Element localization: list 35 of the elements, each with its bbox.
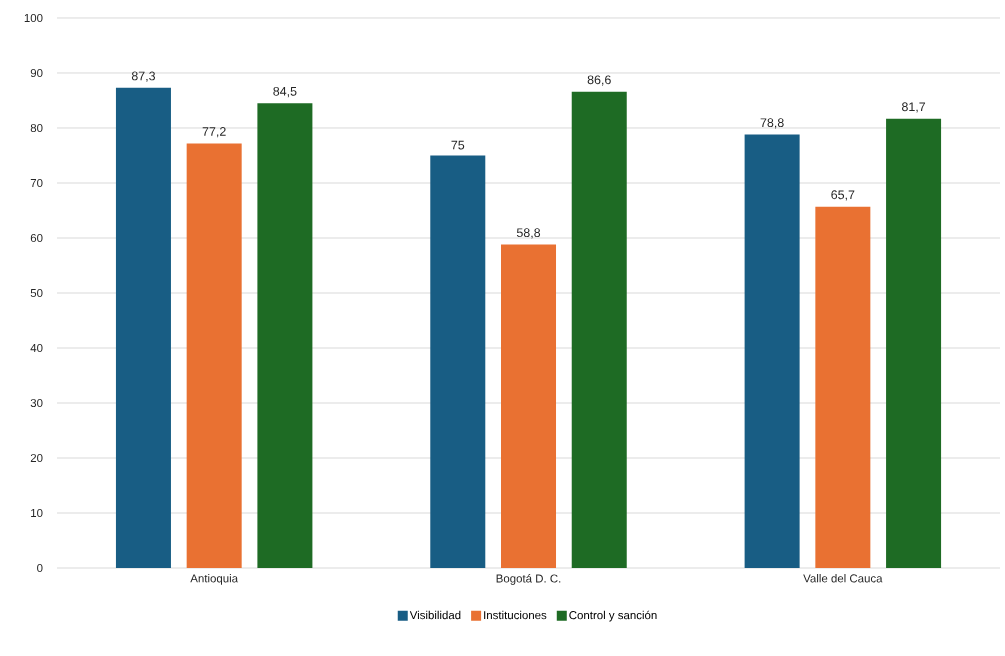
y-tick-label: 0 (37, 563, 43, 573)
y-tick-label: 70 (30, 178, 43, 188)
data-label: 58,8 (516, 228, 541, 239)
y-tick-label: 20 (30, 453, 43, 463)
x-tick-label: Valle del Cauca (803, 574, 883, 583)
bar (744, 134, 800, 568)
y-tick-label: 50 (30, 288, 43, 298)
bar (430, 155, 486, 568)
y-tick-label: 40 (30, 343, 43, 353)
y-tick-label: 30 (30, 398, 43, 408)
data-label: 65,7 (831, 190, 855, 201)
y-tick-label: 90 (30, 68, 43, 78)
bar (815, 206, 871, 568)
data-label: 78,8 (760, 118, 784, 129)
bar (186, 143, 242, 568)
bar (886, 118, 942, 568)
bar (571, 91, 627, 568)
data-label: 87,3 (131, 71, 156, 82)
legend-label: Control y sanción (569, 610, 657, 622)
bar (501, 244, 557, 568)
x-tick-label: Antioquia (190, 574, 239, 585)
y-tick-label: 80 (30, 123, 43, 133)
legend-label: Instituciones (484, 610, 547, 620)
data-label: 81,7 (902, 102, 926, 113)
y-tick-label: 60 (30, 233, 43, 243)
bar (115, 87, 171, 568)
y-tick-label: 100 (24, 13, 43, 23)
data-label: 77,2 (202, 127, 226, 138)
data-label: 86,6 (587, 75, 611, 86)
y-tick-label: 10 (31, 508, 43, 518)
legend-label: Visibilidad (409, 610, 461, 620)
data-label: 84,5 (273, 86, 297, 98)
data-label: 75 (451, 140, 465, 150)
x-tick-label: Bogotá D. C. (496, 574, 561, 585)
bar (257, 103, 313, 568)
